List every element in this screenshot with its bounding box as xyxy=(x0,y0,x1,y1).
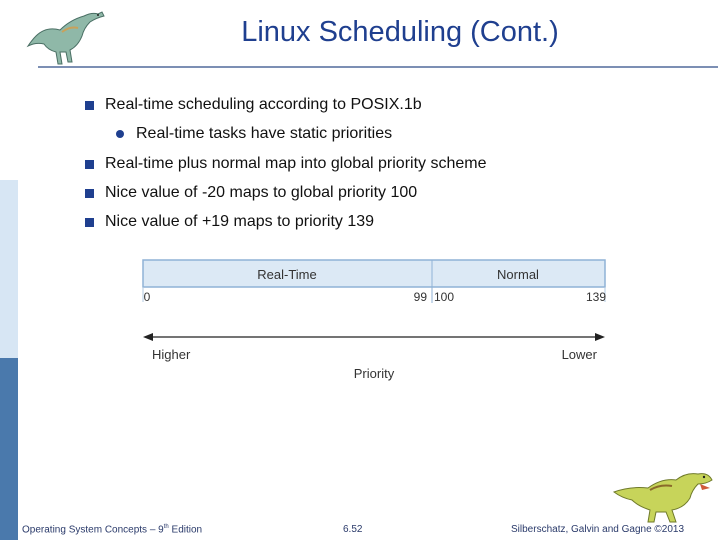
bullet-text: Real-time tasks have static priorities xyxy=(136,125,393,142)
square-bullet-icon xyxy=(85,101,94,110)
priority-axis-label: Priority xyxy=(354,366,395,381)
tick-label-139: 139 xyxy=(586,290,606,304)
tick-label-99: 99 xyxy=(414,290,428,304)
bullet-text: Real-time plus normal map into global pr… xyxy=(105,155,487,172)
side-strip-top xyxy=(0,0,18,180)
bullet-text: Nice value of +19 maps to priority 139 xyxy=(105,213,375,230)
slide-title: Linux Scheduling (Cont.) xyxy=(241,16,559,48)
footer-book-prefix: Operating System Concepts – 9 xyxy=(22,524,164,536)
tick-label-0: 0 xyxy=(144,290,151,304)
title-divider xyxy=(38,66,718,68)
bullet-text: Nice value of -20 maps to global priorit… xyxy=(105,184,418,201)
footer-book-sup: th xyxy=(163,524,169,530)
footer-copyright: Silberschatz, Galvin and Gagne ©2013 xyxy=(511,524,685,535)
side-strip-bottom xyxy=(0,358,18,540)
arrow-left-icon xyxy=(143,333,153,341)
tick-label-100: 100 xyxy=(434,290,454,304)
priority-bar xyxy=(142,259,606,288)
square-bullet-icon xyxy=(85,160,94,169)
footer-book-suffix: Edition xyxy=(168,524,203,536)
higher-label: Higher xyxy=(152,347,191,362)
dinosaur-logo-icon xyxy=(26,11,105,65)
footer-page-number: 6.52 xyxy=(343,524,363,535)
footer-book: Operating System Concepts – 9th Edition xyxy=(22,524,202,535)
square-bullet-icon xyxy=(85,189,94,198)
dinosaur-mascot-icon xyxy=(612,473,713,523)
normal-label: Normal xyxy=(497,267,539,282)
realtime-label: Real-Time xyxy=(257,267,316,282)
lower-label: Lower xyxy=(562,347,598,362)
arrow-right-icon xyxy=(595,333,605,341)
bullet-text: Real-time scheduling according to POSIX.… xyxy=(105,96,422,113)
round-bullet-icon xyxy=(116,130,124,138)
side-strip-middle xyxy=(0,180,18,358)
square-bullet-icon xyxy=(85,218,94,227)
